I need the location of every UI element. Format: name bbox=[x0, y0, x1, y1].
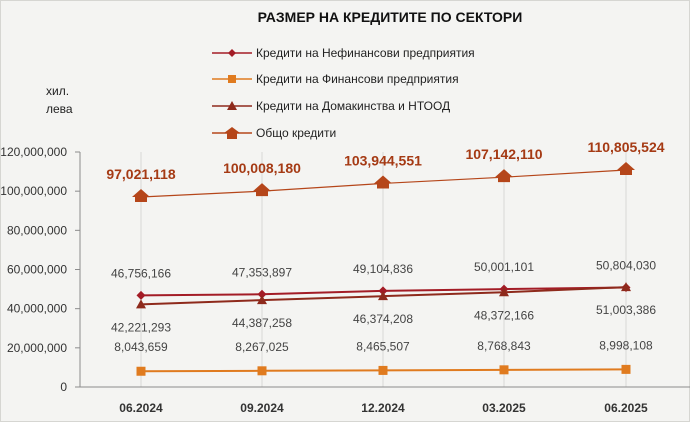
data-label: 44,387,258 bbox=[232, 316, 292, 330]
data-label: 100,008,180 bbox=[223, 160, 301, 176]
legend-label: Кредити на Домакинства и НТООД bbox=[256, 99, 451, 113]
x-tick-label: 06.2025 bbox=[604, 401, 648, 415]
data-point bbox=[257, 295, 267, 305]
data-point bbox=[132, 189, 150, 203]
chart-title: РАЗМЕР НА КРЕДИТИТЕ ПО СЕКТОРИ bbox=[257, 9, 523, 25]
data-label: 49,104,836 bbox=[353, 262, 413, 276]
legend-square-marker-icon bbox=[212, 75, 252, 83]
data-point bbox=[499, 365, 509, 375]
x-tick-label: 03.2025 bbox=[482, 401, 526, 415]
y-tick-label: 60,000,000 bbox=[7, 263, 67, 277]
data-label: 46,374,208 bbox=[353, 312, 413, 326]
x-tick-label: 06.2024 bbox=[119, 401, 163, 415]
y-tick-label: 120,000,000 bbox=[0, 145, 67, 159]
data-point bbox=[136, 366, 146, 376]
data-point bbox=[495, 169, 513, 183]
data-label: 46,756,166 bbox=[111, 266, 171, 280]
data-point bbox=[378, 286, 388, 296]
y-tick-label: 20,000,000 bbox=[7, 341, 67, 355]
legend-label: Общо кредити bbox=[256, 126, 337, 140]
data-label: 8,043,659 bbox=[114, 340, 168, 354]
y-tick-label: 100,000,000 bbox=[0, 184, 67, 198]
data-point bbox=[136, 290, 146, 300]
data-label: 110,805,524 bbox=[587, 139, 664, 155]
data-point bbox=[617, 162, 635, 176]
legend-item-financial: Кредити на Финансови предприятия bbox=[212, 70, 459, 88]
legend-label: Кредити на Нефинансови предприятия bbox=[256, 46, 475, 60]
x-tick-label: 12.2024 bbox=[361, 401, 405, 415]
data-label: 51,003,386 bbox=[596, 303, 656, 317]
data-point bbox=[136, 299, 146, 309]
data-label: 47,353,897 bbox=[232, 265, 292, 279]
legend-triangle-marker-icon bbox=[212, 101, 252, 110]
x-tick-label: 09.2024 bbox=[240, 401, 284, 415]
data-point bbox=[374, 175, 392, 189]
data-label: 42,221,293 bbox=[111, 320, 171, 334]
legend-item-households: Кредити на Домакинства и НТООД bbox=[212, 97, 450, 115]
data-point bbox=[378, 291, 388, 301]
data-point bbox=[499, 287, 509, 297]
legend-label: Кредити на Финансови предприятия bbox=[256, 72, 459, 86]
y-tick-label: 40,000,000 bbox=[7, 302, 67, 316]
data-point bbox=[621, 282, 631, 292]
data-label: 97,021,118 bbox=[106, 166, 176, 182]
y-tick-label: 0 bbox=[60, 380, 67, 394]
y-axis-label: хил. лева bbox=[46, 84, 73, 116]
data-label: 8,267,025 bbox=[235, 340, 289, 354]
data-point bbox=[621, 364, 631, 374]
data-label: 103,944,551 bbox=[344, 152, 422, 168]
data-label: 50,804,030 bbox=[596, 259, 656, 273]
data-label: 8,768,843 bbox=[477, 339, 531, 353]
data-label: 8,465,507 bbox=[356, 339, 410, 353]
legend-diamond-marker-icon bbox=[212, 49, 252, 57]
y-tick-label: 80,000,000 bbox=[7, 223, 67, 237]
data-point bbox=[253, 183, 271, 197]
data-label: 50,001,101 bbox=[474, 260, 534, 274]
legend-item-total: Общо кредити bbox=[212, 124, 336, 142]
legend-item-nonfinancial: Кредити на Нефинансови предприятия bbox=[212, 44, 475, 62]
data-point bbox=[378, 365, 388, 375]
data-label: 48,372,166 bbox=[474, 308, 534, 322]
data-point bbox=[257, 366, 267, 376]
data-label: 8,998,108 bbox=[599, 338, 653, 352]
legend-house-marker-icon bbox=[212, 127, 252, 139]
data-label: 107,142,110 bbox=[465, 146, 542, 162]
data-point bbox=[257, 289, 267, 299]
